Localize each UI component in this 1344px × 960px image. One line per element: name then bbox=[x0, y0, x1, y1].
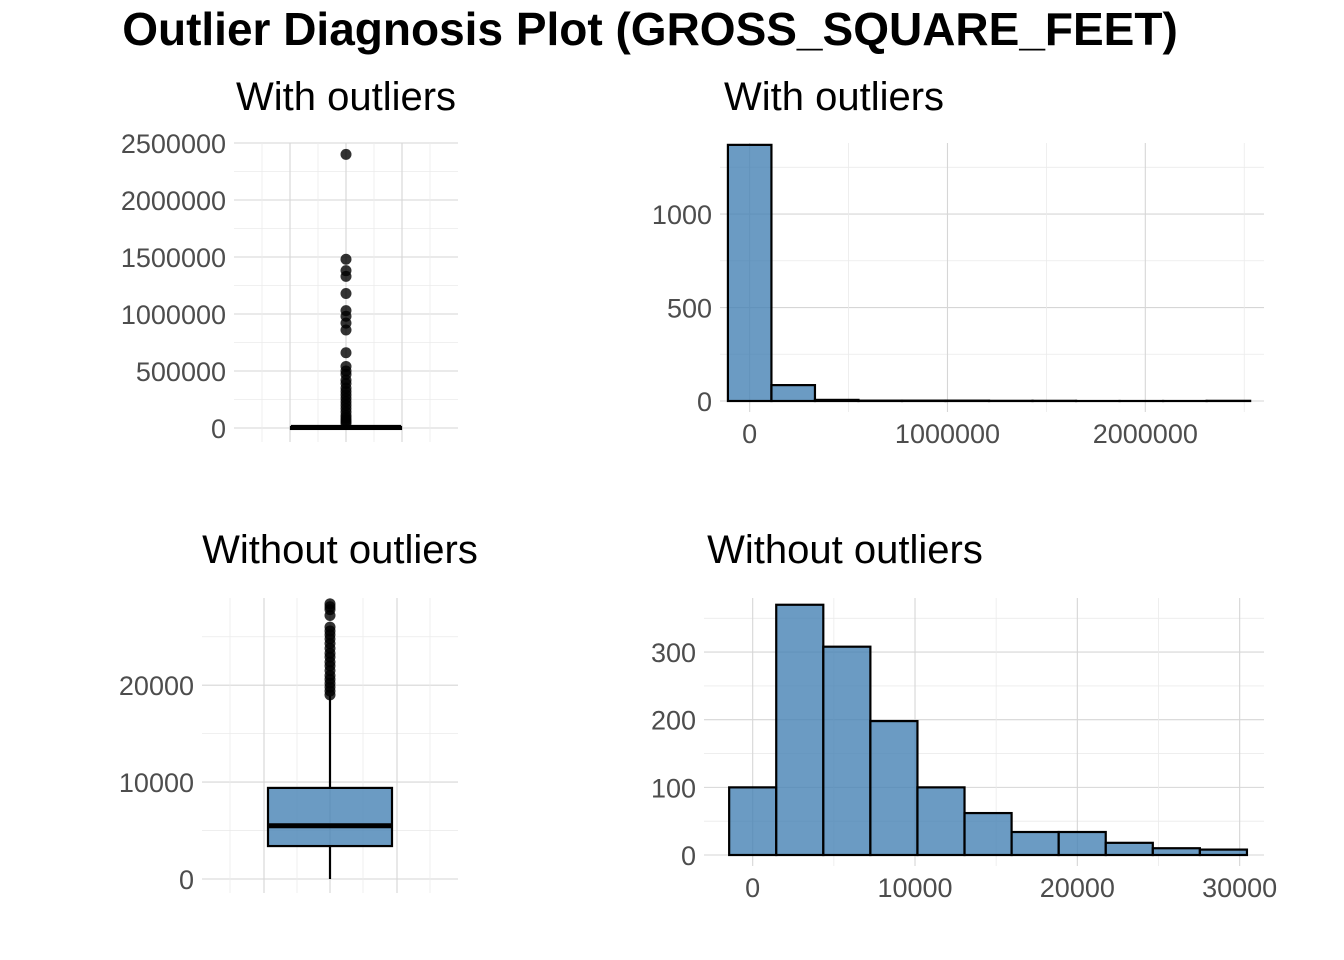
x-tick-label: 10000 bbox=[877, 873, 952, 903]
box-iqr bbox=[266, 786, 394, 848]
panel-3: Without outliers 0 10000 20000 bbox=[119, 528, 478, 895]
panel-4: Without outliers 0 100 200 300 0 10000 20000 300… bbox=[651, 528, 1277, 903]
outlier-point bbox=[324, 598, 336, 610]
x-tick-label: 1000000 bbox=[895, 419, 1000, 449]
y-tick-label: 500 bbox=[667, 294, 712, 324]
panel-2: With outliers 0 500 1000 0 1000000 2000000 bbox=[652, 75, 1264, 449]
y-tick-label: 10000 bbox=[119, 768, 194, 798]
outlier-point bbox=[324, 621, 336, 633]
y-tick-label: 2000000 bbox=[121, 186, 226, 216]
y-tick-label: 300 bbox=[651, 638, 696, 668]
histogram-bar bbox=[916, 786, 966, 857]
y-tick-label: 500000 bbox=[136, 357, 226, 387]
x-tick-label: 2000000 bbox=[1093, 419, 1198, 449]
figure-title: Outlier Diagnosis Plot (GROSS_SQUARE_FEE… bbox=[122, 3, 1178, 55]
panel-1: With outliers 0 500000 1000000 1500000 200000… bbox=[121, 75, 458, 444]
histogram-bar bbox=[775, 603, 825, 857]
y-tick-label: 2500000 bbox=[121, 129, 226, 159]
x-tick-label: 0 bbox=[745, 873, 760, 903]
histogram-bar bbox=[822, 645, 872, 857]
histogram-bar bbox=[1198, 848, 1249, 857]
y-tick-label: 0 bbox=[211, 414, 226, 444]
y-tick-label: 0 bbox=[179, 865, 194, 895]
histogram-bar bbox=[1104, 841, 1154, 857]
outlier-point bbox=[340, 324, 352, 336]
y-tick-label: 0 bbox=[681, 841, 696, 871]
histogram-bar bbox=[813, 398, 860, 403]
y-tick-label: 0 bbox=[697, 387, 712, 417]
histogram-bar bbox=[728, 786, 778, 857]
y-tick-label: 1000 bbox=[652, 200, 712, 230]
outlier-point bbox=[340, 253, 352, 265]
outlier-point bbox=[340, 148, 352, 160]
x-tick-label: 0 bbox=[742, 419, 757, 449]
panel-title: With outliers bbox=[724, 75, 944, 119]
panel-title: With outliers bbox=[236, 75, 456, 119]
outlier-point bbox=[340, 287, 352, 299]
histogram-bar bbox=[1010, 830, 1060, 857]
histogram-bar bbox=[869, 719, 919, 857]
y-tick-label: 1000000 bbox=[121, 300, 226, 330]
x-tick-label: 30000 bbox=[1202, 873, 1277, 903]
panel-title: Without outliers bbox=[202, 528, 478, 572]
histogram-bar bbox=[963, 811, 1013, 857]
histogram-bar bbox=[726, 143, 773, 403]
histogram-bar bbox=[1151, 847, 1201, 857]
y-tick-label: 20000 bbox=[119, 671, 194, 701]
y-tick-label: 1500000 bbox=[121, 243, 226, 273]
outlier-point bbox=[340, 270, 352, 282]
histogram-bar bbox=[1057, 830, 1107, 857]
outlier-point bbox=[340, 347, 352, 359]
y-tick-label: 200 bbox=[651, 706, 696, 736]
histogram-bar bbox=[770, 384, 817, 403]
y-tick-label: 100 bbox=[651, 773, 696, 803]
panel-title: Without outliers bbox=[707, 528, 983, 572]
x-tick-label: 20000 bbox=[1040, 873, 1115, 903]
outlier-point bbox=[340, 417, 352, 429]
